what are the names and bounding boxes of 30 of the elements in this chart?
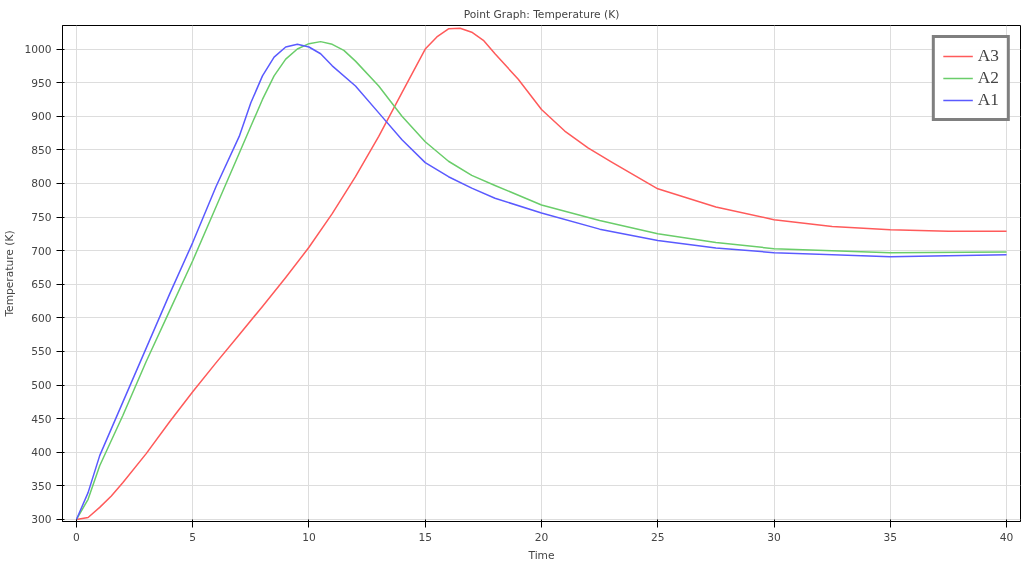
- x-tick-label: 15: [418, 530, 433, 544]
- x-tick-label: 10: [302, 530, 316, 544]
- x-tick-label: 35: [883, 530, 898, 544]
- x-tick-label: 40: [999, 530, 1014, 544]
- y-tick-label: 550: [31, 345, 52, 359]
- y-tick-label: 300: [31, 513, 52, 527]
- x-tick-label: 30: [767, 530, 782, 544]
- y-tick-label: 750: [31, 211, 52, 225]
- y-tick-label: 400: [31, 446, 52, 460]
- chart-title: Point Graph: Temperature (K): [463, 7, 620, 21]
- y-tick-label: 800: [31, 177, 52, 191]
- y-tick-label: 450: [31, 412, 52, 426]
- legend-label: A2: [977, 68, 999, 88]
- y-tick-label: 650: [31, 278, 52, 292]
- y-tick-label: 600: [31, 311, 52, 325]
- x-tick-label: 20: [534, 530, 549, 544]
- y-tick-label: 850: [31, 143, 52, 157]
- x-tick-label: 25: [650, 530, 665, 544]
- legend-label: A3: [977, 46, 999, 66]
- y-tick-label: 700: [31, 244, 52, 258]
- y-tick-label: 1000: [24, 43, 52, 57]
- x-tick-label: 0: [73, 530, 81, 544]
- y-tick-label: 350: [31, 479, 52, 493]
- legend-label: A1: [977, 90, 999, 110]
- y-tick-label: 950: [31, 76, 52, 90]
- y-tick-label: 900: [31, 110, 52, 124]
- x-tick-label: 5: [189, 530, 197, 544]
- y-axis-title: Temperature (K): [3, 230, 17, 318]
- x-axis-title: Time: [527, 548, 555, 562]
- y-tick-label: 500: [31, 379, 52, 393]
